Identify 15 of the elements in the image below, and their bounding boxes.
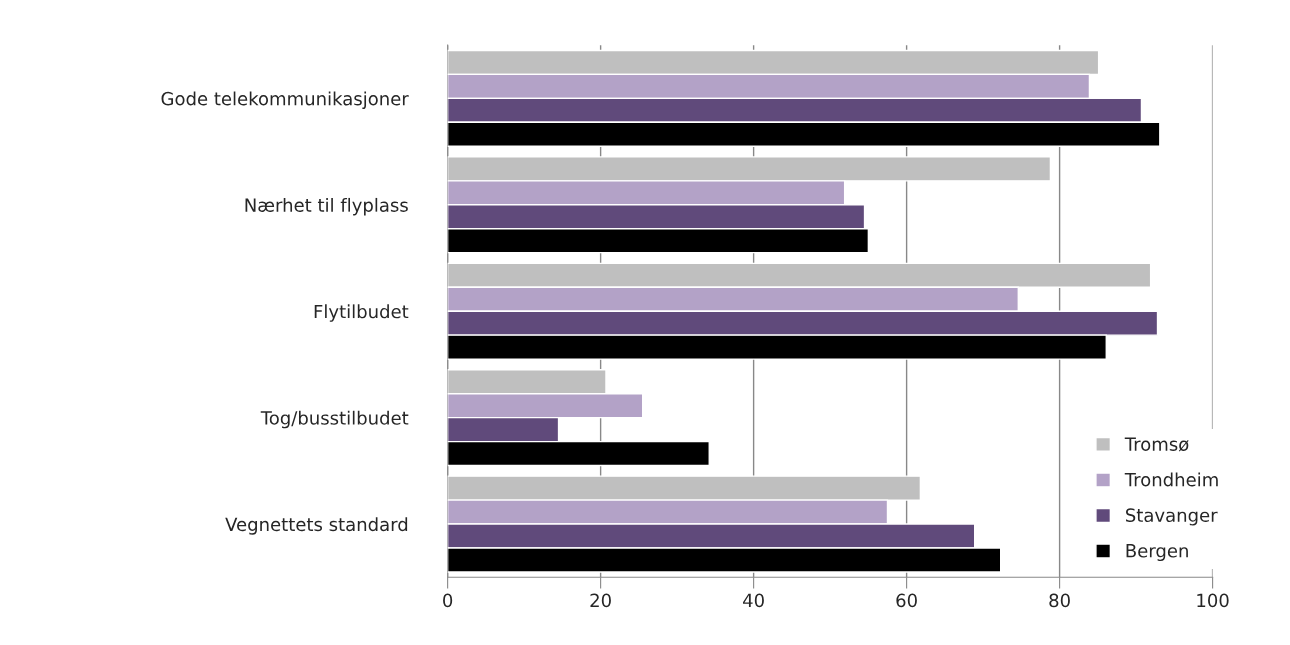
x-tick-label: 40 xyxy=(743,593,764,608)
y-tick-label: Gode telekommunikasjoner xyxy=(161,91,409,109)
legend-label: Trondheim xyxy=(1124,472,1218,487)
x-tick-label: 60 xyxy=(896,593,917,608)
legend-label: Tromsø xyxy=(1124,437,1189,452)
legend-label: Stavanger xyxy=(1126,508,1218,526)
y-tick-label: Nærhet til flyplass xyxy=(245,197,408,216)
y-tick-label: Vegnettets standard xyxy=(225,517,408,535)
x-tick-label: 0 xyxy=(443,593,453,608)
x-tick-label: 20 xyxy=(590,593,611,608)
legend-label: Bergen xyxy=(1126,544,1188,562)
y-tick-label: Tog/busstilbudet xyxy=(260,410,409,429)
y-tick-label: Flytilbudet xyxy=(314,304,409,322)
x-tick-label: 100 xyxy=(1197,593,1229,608)
x-tick-label: 80 xyxy=(1049,593,1070,608)
